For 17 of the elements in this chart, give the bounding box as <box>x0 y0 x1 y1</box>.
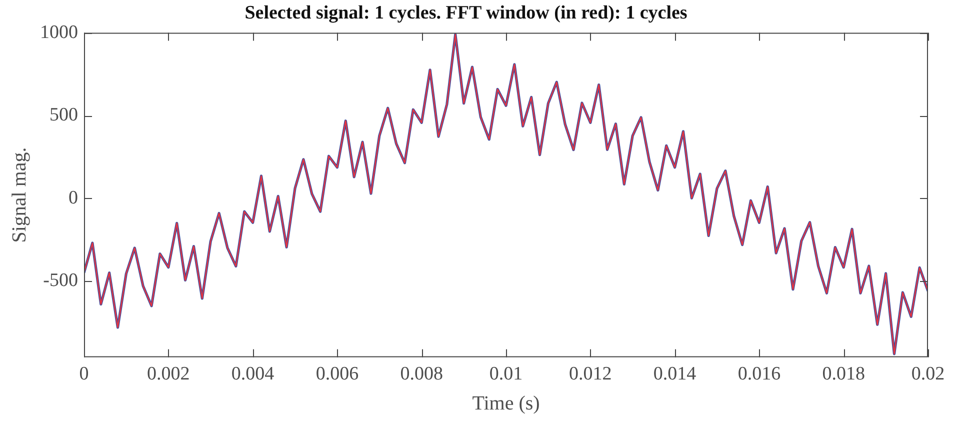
y-tick-label: 1000 <box>40 22 78 43</box>
x-tick-label: 0.01 <box>489 364 523 385</box>
x-tick-label: 0.002 <box>147 364 190 385</box>
x-tick-label: 0.018 <box>822 364 865 385</box>
y-tick-label: 500 <box>50 104 78 126</box>
y-tick-label: 0 <box>68 187 78 208</box>
x-tick-label: 0.02 <box>911 364 945 385</box>
x-tick-label: 0.012 <box>569 364 612 385</box>
chart-title: Selected signal: 1 cycles. FFT window (in red): 1 cycles <box>244 2 688 24</box>
y-axis-title: Signal mag. <box>8 147 30 243</box>
y-tick-label: -500 <box>43 270 78 292</box>
x-tick-label: 0.008 <box>400 364 443 385</box>
x-axis-title: Time (s) <box>472 392 540 414</box>
x-tick-label: 0.014 <box>653 364 697 385</box>
x-tick-label: 0.016 <box>738 364 781 385</box>
x-tick-label: 0.004 <box>231 364 275 385</box>
x-tick-label: 0.006 <box>316 364 359 385</box>
